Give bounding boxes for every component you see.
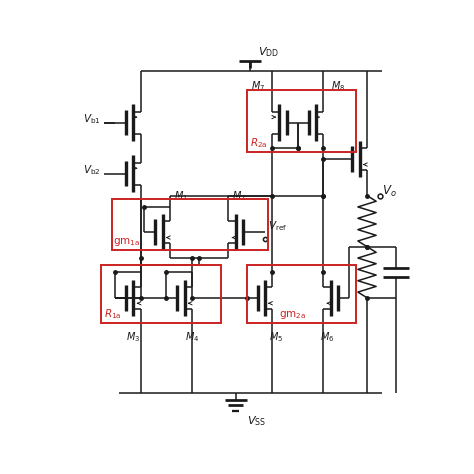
Bar xyxy=(246,265,356,323)
Text: $V_{\rm ref}$: $V_{\rm ref}$ xyxy=(268,219,288,234)
Text: $V_{\rm b1}$: $V_{\rm b1}$ xyxy=(83,112,100,126)
Bar xyxy=(246,90,356,152)
Text: $\rm gm_{1a}$: $\rm gm_{1a}$ xyxy=(113,237,140,248)
Text: $M_7$: $M_7$ xyxy=(251,80,265,93)
Text: $V_{\rm DD}$: $V_{\rm DD}$ xyxy=(257,45,279,59)
Text: $M_2$: $M_2$ xyxy=(232,189,246,203)
Text: $R_{\rm 2a}$: $R_{\rm 2a}$ xyxy=(250,136,268,150)
Text: $V_o$: $V_o$ xyxy=(382,184,396,200)
Text: $M_6$: $M_6$ xyxy=(320,331,334,345)
Text: $\rm gm_{2a}$: $\rm gm_{2a}$ xyxy=(279,310,307,321)
Text: $M_8$: $M_8$ xyxy=(330,80,345,93)
Text: $R_{\rm 1a}$: $R_{\rm 1a}$ xyxy=(104,308,122,321)
Text: $M_3$: $M_3$ xyxy=(127,331,140,345)
Bar xyxy=(111,199,268,250)
Text: $M_4$: $M_4$ xyxy=(185,331,199,345)
Bar xyxy=(100,265,221,323)
Text: $V_{\rm b2}$: $V_{\rm b2}$ xyxy=(83,163,100,177)
Text: $M_1$: $M_1$ xyxy=(173,189,188,203)
Text: $M_5$: $M_5$ xyxy=(269,331,283,345)
Text: $V_{\rm SS}$: $V_{\rm SS}$ xyxy=(246,415,265,428)
